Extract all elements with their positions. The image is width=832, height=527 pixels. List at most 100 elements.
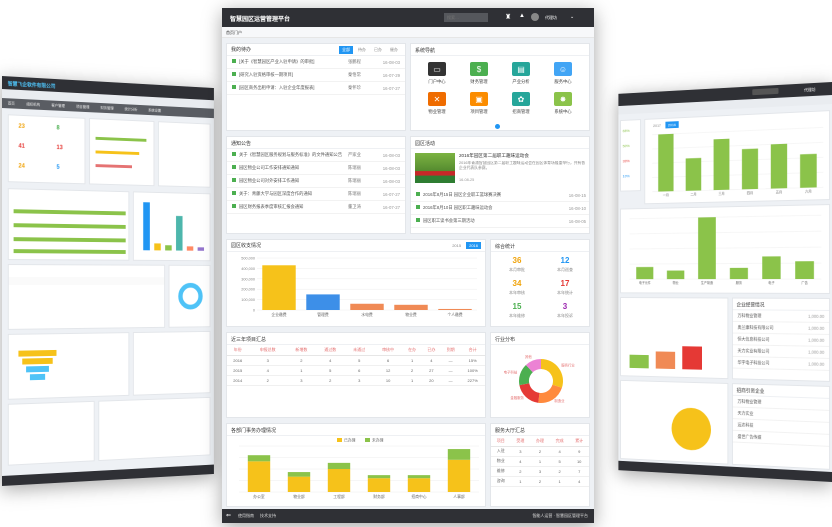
left-nav-item[interactable]: 系统设置 bbox=[148, 107, 162, 113]
x-tick-label: 企业缴费 bbox=[271, 312, 286, 317]
gridline bbox=[652, 172, 823, 177]
system-nav-label: 财务管理 bbox=[470, 79, 488, 84]
stat-item[interactable]: 15 本年维修 bbox=[493, 302, 541, 319]
notice-row[interactable]: 关于：青藤大学与园区深度合作的通知 陈瑞丽 16-07-27 bbox=[227, 188, 405, 201]
todo-tab[interactable]: 全部 bbox=[339, 45, 353, 54]
right-search-input[interactable] bbox=[752, 87, 779, 96]
todo-row-person: 张鹏程 bbox=[348, 59, 361, 64]
chevron-down-icon[interactable]: ⌄ bbox=[570, 14, 575, 20]
money-bag-icon: $ bbox=[470, 62, 488, 76]
table-header-cell: 未通过 bbox=[344, 345, 374, 356]
income-year-tab[interactable]: 2015 bbox=[452, 243, 462, 248]
arrow-left-icon[interactable]: ⇐ bbox=[226, 513, 232, 519]
activity-row-text: 2016年8月10日 园区职工趣味运动会 bbox=[416, 205, 558, 211]
footer-link-guide[interactable]: 使用指南 bbox=[238, 513, 254, 518]
income-year-tab[interactable]: 2016 bbox=[466, 242, 481, 249]
left-nav-item[interactable]: 首页 bbox=[7, 100, 15, 106]
x-tick-label: 生产制造 bbox=[701, 280, 714, 285]
company-row[interactable]: 华宇电子科技公司 1,000.00 bbox=[732, 356, 830, 371]
todo-row[interactable]: [研究入驻资格审核一期项目] 秦悟常 16-07-29 bbox=[227, 69, 405, 82]
table-row[interactable]: 物业 4 1 5 10 bbox=[491, 456, 589, 467]
handshake-icon: ✿ bbox=[512, 92, 530, 106]
left-kpi-value: 23 bbox=[18, 123, 25, 130]
left-nav-item[interactable]: 组织机构 bbox=[26, 101, 40, 107]
activity-headline[interactable]: 2016年园区第二届职工趣味运动会 bbox=[459, 153, 529, 158]
notice-row[interactable]: 关于《智慧园区服务规划与服务标准》的文件通知公告 严家业 16-08-03 bbox=[227, 149, 405, 162]
left-nav-item[interactable]: 统计分析 bbox=[124, 106, 138, 112]
avatar[interactable] bbox=[531, 13, 539, 21]
right-top-chart: 一月 二月 三月 四月 五月 六月 bbox=[645, 123, 830, 197]
system-nav-item[interactable]: ☺ 服务中心 bbox=[545, 62, 581, 85]
left-side-panel bbox=[157, 121, 211, 188]
dept-bar bbox=[407, 478, 431, 492]
user-name[interactable]: 代理坊 bbox=[545, 15, 557, 20]
dept-bar bbox=[287, 472, 311, 477]
y-tick-label: 0 bbox=[253, 309, 255, 313]
stat-value: 3 bbox=[562, 302, 568, 311]
system-nav-item[interactable]: $ 财务管理 bbox=[461, 62, 497, 85]
table-row[interactable]: 2014 2 3 2 3 10 1 20—227% bbox=[227, 375, 485, 386]
stat-item[interactable]: 12 本月巡查 bbox=[541, 256, 589, 273]
notice-row[interactable]: 园区物业公司对外安排工作通知 陈瑞丽 16-08-03 bbox=[227, 175, 405, 188]
table-row[interactable]: 入驻 3 2 4 9 bbox=[491, 446, 589, 457]
notice-row-date: 16-07-27 bbox=[382, 191, 400, 197]
table-cell: — bbox=[441, 375, 461, 386]
table-header-cell: 合计 bbox=[460, 345, 485, 356]
notice-row[interactable]: 园区物业公司工作安排通知通知 陈瑞丽 16-08-03 bbox=[227, 162, 405, 175]
table-row[interactable]: 2015 4 1 5 6 12 2 27—100% bbox=[227, 365, 485, 376]
x-tick-label: 财务部 bbox=[373, 494, 385, 499]
todo-tab[interactable]: 待办 bbox=[358, 46, 366, 52]
right-percent: 10% bbox=[622, 173, 630, 179]
y-tick-label: 400,000 bbox=[241, 267, 255, 271]
activity-photo[interactable] bbox=[415, 153, 455, 183]
breadcrumb-home[interactable]: 首页门户 bbox=[226, 30, 242, 35]
system-nav-item[interactable]: ▤ 产业分析 bbox=[503, 62, 539, 85]
system-nav-label: 服务中心 bbox=[554, 79, 572, 84]
system-nav-item[interactable]: ✸ 系统中心 bbox=[545, 92, 581, 115]
left-nav-item[interactable]: 客户管理 bbox=[51, 102, 65, 108]
list-item-text: 盛世广告传媒 bbox=[737, 433, 762, 440]
notice-title: 通知公告 bbox=[227, 137, 405, 149]
table-cell: 2 bbox=[402, 365, 422, 376]
table-header-cell: 已办 bbox=[421, 345, 442, 356]
table-cell: 2016 bbox=[227, 355, 249, 366]
activity-row-date: 16-08-15 bbox=[568, 192, 586, 198]
table-cell: 2015 bbox=[227, 365, 249, 376]
left-nav-item[interactable]: 财务管理 bbox=[100, 105, 114, 110]
pager-dot-active[interactable] bbox=[495, 124, 500, 129]
stat-item[interactable]: 3 本年投诉 bbox=[541, 302, 589, 319]
system-nav-item[interactable]: ✕ 物业管理 bbox=[419, 92, 455, 115]
table-cell: 4 bbox=[248, 365, 287, 376]
stat-item[interactable]: 17 本年统计 bbox=[541, 279, 589, 296]
right-user-name[interactable]: 代理坊 bbox=[804, 86, 816, 93]
shirt-icon[interactable]: ♜ bbox=[505, 14, 512, 21]
income-chart: 500,000 400,000 300,000 200,000 100,000 0 企业缴费… bbox=[241, 257, 477, 317]
bullet-icon bbox=[232, 152, 236, 156]
dept-bar bbox=[407, 475, 431, 479]
stat-item[interactable]: 34 本年审核 bbox=[493, 279, 541, 296]
todo-row[interactable]: [关于《智慧园区产业入驻申请》的审批] 张鹏程 16-08-03 bbox=[227, 56, 405, 69]
stat-label: 本年维修 bbox=[509, 313, 525, 318]
left-kpi-value: 41 bbox=[18, 143, 25, 150]
footer-link-support[interactable]: 技术支持 bbox=[260, 513, 276, 518]
system-nav-item[interactable]: ▭ 门户中心 bbox=[419, 62, 455, 85]
activity-row[interactable]: 2016年8月10日 园区职工趣味运动会 16-08-10 bbox=[411, 202, 589, 215]
system-nav-item[interactable]: ▣ 项目管理 bbox=[461, 92, 497, 115]
table-row[interactable]: 咨询 1 2 1 4 bbox=[491, 476, 589, 487]
activity-row[interactable]: 园区职工读书会第三期活动 16-08-05 bbox=[411, 215, 589, 228]
table-cell: 4 bbox=[421, 355, 442, 366]
left-nav-item[interactable]: 项目管理 bbox=[76, 104, 90, 109]
table-row[interactable]: 维修 2 3 2 7 bbox=[491, 466, 589, 477]
notice-row[interactable]: 园区财务报表季度审核汇报会通知 董卫涛 16-07-27 bbox=[227, 201, 405, 214]
table-cell: 7 bbox=[569, 466, 589, 477]
bell-icon[interactable]: ▲ bbox=[519, 13, 525, 19]
todo-row[interactable]: [园区商务出租申请：入驻企业年度报表] 秦怀珍 16-07-27 bbox=[227, 82, 405, 95]
todo-tab[interactable]: 催办 bbox=[390, 46, 398, 52]
table-row[interactable]: 2016 3 2 4 5 6 1 4—15% bbox=[227, 355, 485, 366]
activity-row[interactable]: 2016年8月15日 园区企业职工篮球赛决赛 16-08-15 bbox=[411, 189, 589, 202]
search-input[interactable] bbox=[444, 13, 488, 22]
right-year-label[interactable]: 2017 bbox=[653, 122, 661, 129]
todo-tab[interactable]: 已办 bbox=[374, 46, 382, 52]
system-nav-item[interactable]: ✿ 招商管理 bbox=[503, 92, 539, 115]
stat-item[interactable]: 36 本月审批 bbox=[493, 256, 541, 273]
